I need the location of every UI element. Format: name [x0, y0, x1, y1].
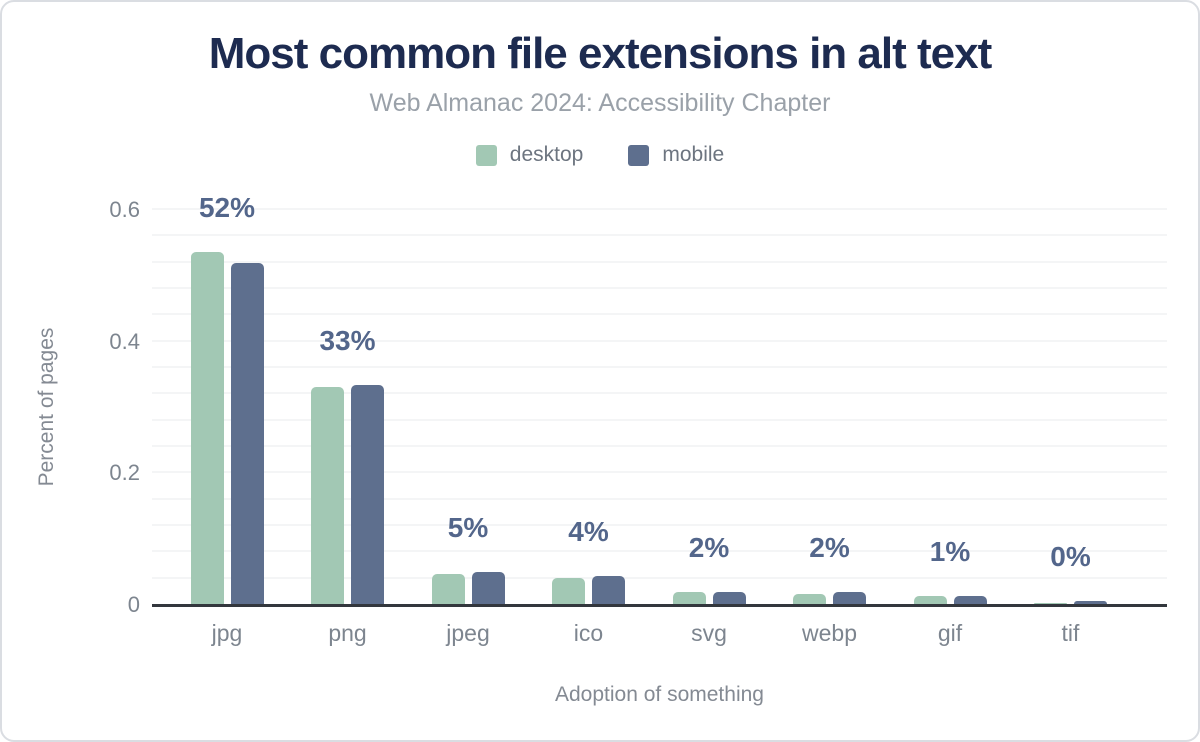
grid-line — [152, 497, 1167, 500]
bar-value-label-tif: 0% — [1050, 541, 1091, 573]
bar-mobile-svg[interactable] — [712, 592, 746, 604]
grid-line — [152, 234, 1167, 237]
bar-desktop-gif[interactable] — [913, 596, 947, 604]
bar-value-label-png: 33% — [319, 324, 376, 356]
x-category-label-tif: tif — [1061, 620, 1080, 646]
legend-item-desktop[interactable]: desktop — [475, 143, 584, 167]
legend-label-mobile: mobile — [662, 143, 725, 166]
y-tick-label: 0.2 — [109, 460, 140, 486]
x-category-label-gif: gif — [937, 620, 963, 646]
legend-label-desktop: desktop — [509, 143, 584, 166]
bar-value-label-svg: 2% — [688, 532, 730, 564]
grid-line — [152, 576, 1167, 579]
grid-line — [152, 260, 1167, 263]
grid-line — [152, 550, 1167, 553]
chart-subtitle: Web Almanac 2024: Accessibility Chapter — [369, 89, 831, 117]
bar-desktop-webp[interactable] — [793, 594, 826, 604]
bar-desktop-jpeg[interactable] — [431, 574, 465, 604]
grid-line — [152, 208, 1167, 210]
x-category-label-jpg: jpg — [211, 620, 243, 646]
legend: desktop mobile — [2, 143, 1198, 167]
bar-mobile-jpg[interactable] — [230, 262, 264, 604]
bar-value-label-jpeg: 5% — [447, 512, 489, 544]
bar-desktop-svg[interactable] — [672, 592, 706, 604]
x-category-label-jpeg: jpeg — [446, 620, 490, 646]
bar-mobile-tif[interactable] — [1074, 601, 1107, 604]
bar-value-label-jpg: 52% — [198, 191, 256, 223]
legend-item-mobile[interactable]: mobile — [628, 143, 724, 167]
bar-value-label-webp: 2% — [809, 532, 850, 564]
y-axis-title: Percent of pages — [35, 327, 58, 487]
bar-desktop-ico[interactable] — [552, 577, 585, 604]
y-tick-label: 0.4 — [109, 328, 140, 354]
bar-mobile-ico[interactable] — [592, 576, 625, 604]
x-axis-title: Adoption of something — [555, 683, 764, 706]
chart-title: Most common file extensions in alt text — [208, 29, 992, 78]
x-category-label-png: png — [328, 620, 367, 646]
bar-value-label-gif: 1% — [929, 536, 971, 568]
x-axis-line — [152, 604, 1167, 607]
x-category-label-ico: ico — [573, 620, 604, 646]
mobile-series-swatch-icon — [628, 144, 650, 166]
bar-mobile-webp[interactable] — [833, 592, 866, 604]
bar-desktop-tif[interactable] — [1034, 603, 1067, 604]
grid-line — [152, 471, 1167, 474]
grid-line — [152, 418, 1167, 421]
bar-desktop-png[interactable] — [311, 386, 344, 604]
bar-mobile-png[interactable] — [351, 384, 384, 604]
bar-mobile-jpeg[interactable] — [471, 572, 505, 604]
y-tick-label: 0.6 — [109, 197, 140, 222]
grid-line — [152, 524, 1167, 526]
bar-mobile-gif[interactable] — [953, 596, 987, 604]
grid-line — [152, 313, 1167, 316]
desktop-series-swatch-icon — [475, 144, 497, 166]
x-category-label-svg: svg — [691, 620, 727, 646]
grid-line — [152, 287, 1167, 289]
grid-line — [152, 366, 1167, 368]
grid-line — [152, 445, 1167, 447]
y-tick-label: 0 — [127, 592, 140, 617]
x-category-label-webp: webp — [802, 620, 857, 646]
bar-value-label-ico: 4% — [568, 516, 609, 548]
grid-line — [152, 339, 1167, 342]
bar-desktop-jpg[interactable] — [190, 251, 224, 604]
grid-line — [152, 392, 1167, 395]
